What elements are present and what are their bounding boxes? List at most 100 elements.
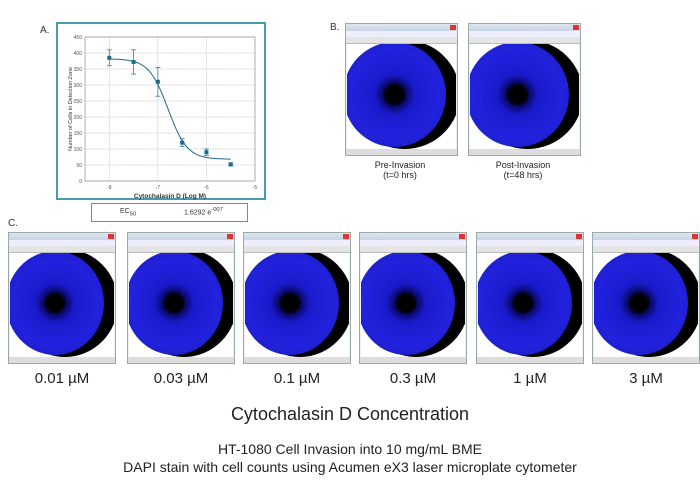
well-image xyxy=(10,253,104,355)
microscope-window xyxy=(8,232,116,364)
caption-title: Pre-Invasion xyxy=(374,160,426,170)
status-bar xyxy=(244,357,350,363)
panel-label-a: A. xyxy=(40,25,50,36)
toolbar xyxy=(593,246,699,253)
footer-line-2: DAPI stain with cell counts using Acumen… xyxy=(123,459,577,475)
close-icon[interactable] xyxy=(692,234,698,239)
concentration-label: 3 µM xyxy=(629,370,663,387)
window-titlebar xyxy=(346,24,457,31)
data-point xyxy=(131,59,136,64)
close-icon[interactable] xyxy=(576,234,582,239)
well-view xyxy=(245,253,349,357)
well-image xyxy=(478,253,572,355)
well-image xyxy=(470,44,569,147)
microscope-window xyxy=(476,232,584,364)
toolbar xyxy=(9,240,115,246)
toolbar xyxy=(128,240,234,246)
status-bar xyxy=(128,357,234,363)
ec50-exp: -007 xyxy=(211,207,223,213)
x-tick-label: -8 xyxy=(107,185,112,191)
window-titlebar xyxy=(9,233,115,240)
y-tick-label: 50 xyxy=(76,163,82,169)
concentration-label: 1 µM xyxy=(513,370,547,387)
window-titlebar xyxy=(593,233,699,240)
caption-sub: (t=48 hrs) xyxy=(503,170,543,180)
window-titlebar xyxy=(244,233,350,240)
panel-label-b: B. xyxy=(330,22,340,33)
close-icon[interactable] xyxy=(573,25,579,30)
microscope-window xyxy=(127,232,235,364)
concentration-label: 0.3 µM xyxy=(389,370,437,387)
well-view xyxy=(470,44,579,149)
toolbar xyxy=(346,37,457,44)
status-bar xyxy=(477,357,583,363)
status-bar xyxy=(346,149,457,155)
status-bar xyxy=(9,357,115,363)
dose-response-chart: 0 50 100 150 200 250 300 350 400 450 -8 -7 -6 -5 Cytoc… xyxy=(68,35,258,200)
data-point xyxy=(155,79,160,84)
well-image xyxy=(347,44,446,147)
well-view xyxy=(361,253,465,357)
status-bar xyxy=(360,357,466,363)
toolbar xyxy=(469,31,580,37)
toolbar xyxy=(346,31,457,37)
concentration-label: 0.03 µM xyxy=(153,370,209,387)
well-view xyxy=(347,44,456,149)
window-titlebar xyxy=(477,233,583,240)
status-bar xyxy=(593,357,699,363)
y-tick-label: 200 xyxy=(74,115,83,121)
y-tick-label: 400 xyxy=(74,51,83,57)
well-image xyxy=(129,253,223,355)
panel-label-c: C. xyxy=(8,218,18,229)
data-point xyxy=(180,140,185,145)
y-tick-label: 450 xyxy=(74,35,83,41)
toolbar xyxy=(244,240,350,246)
toolbar xyxy=(360,240,466,246)
well-image xyxy=(361,253,455,355)
toolbar xyxy=(593,240,699,246)
microscope-window xyxy=(468,23,581,156)
concentration-label: 0.1 µM xyxy=(273,370,321,387)
y-tick-label: 0 xyxy=(79,179,82,185)
data-point xyxy=(204,150,209,155)
close-icon[interactable] xyxy=(108,234,114,239)
ec50-label: EC xyxy=(120,208,130,215)
window-titlebar xyxy=(360,233,466,240)
x-axis-label: Cytochalasin D (Log M) xyxy=(134,193,206,200)
close-icon[interactable] xyxy=(459,234,465,239)
y-axis-label: Number of Cells in Detection Zone xyxy=(68,67,74,151)
toolbar xyxy=(244,246,350,253)
fit-curve xyxy=(109,58,231,160)
well-image xyxy=(594,253,688,355)
caption-sub: (t=0 hrs) xyxy=(383,170,417,180)
close-icon[interactable] xyxy=(343,234,349,239)
window-titlebar xyxy=(469,24,580,31)
well-image xyxy=(245,253,339,355)
microscope-window xyxy=(359,232,467,364)
ec50-sub: 50 xyxy=(129,211,137,218)
y-tick-label: 150 xyxy=(74,131,83,137)
data-point xyxy=(228,162,233,167)
close-icon[interactable] xyxy=(227,234,233,239)
y-tick-label: 250 xyxy=(74,99,83,105)
well-view xyxy=(10,253,114,357)
y-tick-label: 100 xyxy=(74,147,83,153)
close-icon[interactable] xyxy=(450,25,456,30)
data-point xyxy=(107,55,112,60)
toolbar xyxy=(469,37,580,44)
caption-title: Post-Invasion xyxy=(495,160,551,170)
toolbar xyxy=(477,246,583,253)
post-invasion-caption: Post-Invasion (t=48 hrs) xyxy=(468,160,578,180)
concentration-label: 0.01 µM xyxy=(34,370,90,387)
toolbar xyxy=(128,246,234,253)
window-titlebar xyxy=(128,233,234,240)
well-view xyxy=(129,253,233,357)
microscope-window xyxy=(345,23,458,156)
y-tick-label: 350 xyxy=(74,67,83,73)
status-bar xyxy=(469,149,580,155)
toolbar xyxy=(477,240,583,246)
microscope-window xyxy=(592,232,700,364)
concentration-title: Cytochalasin D Concentration xyxy=(230,404,470,424)
x-tick-label: -7 xyxy=(156,185,161,191)
x-tick-label: -5 xyxy=(253,185,258,191)
